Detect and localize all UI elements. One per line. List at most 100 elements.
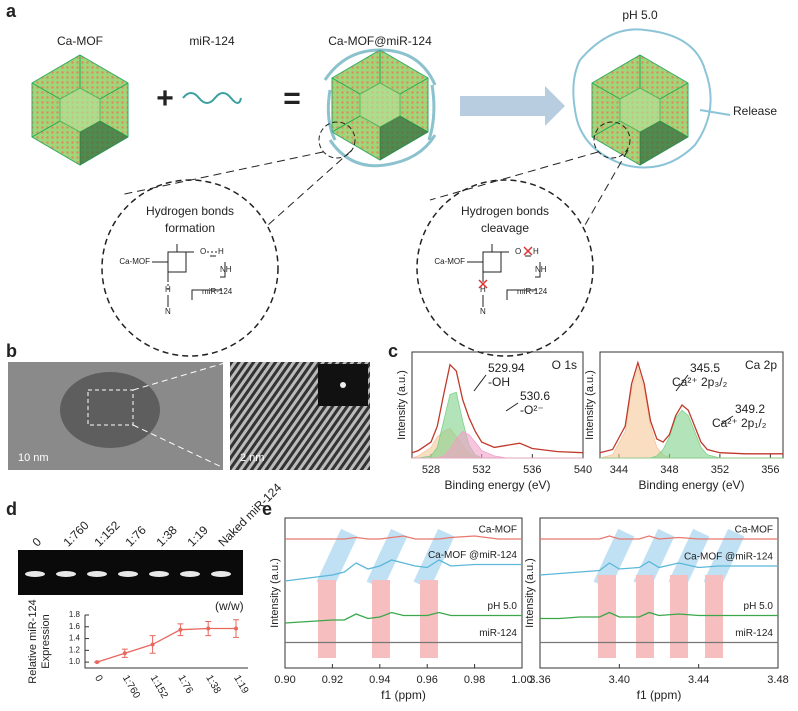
y-axis-label: Intensity (a.u.) bbox=[524, 558, 536, 628]
series-line bbox=[412, 431, 583, 459]
chem: O bbox=[515, 247, 521, 256]
y-tick-label: 1.0 bbox=[69, 657, 81, 666]
y-axis-label: Intensity (a.u.) bbox=[396, 370, 408, 440]
lane-label: 1:38 bbox=[153, 523, 180, 550]
chem: N bbox=[480, 307, 486, 316]
h-bond bbox=[167, 251, 217, 290]
bond bbox=[152, 244, 226, 307]
panel-label: a bbox=[6, 1, 17, 21]
panel-label: c bbox=[388, 341, 398, 361]
fft-spot bbox=[340, 382, 346, 388]
gel-band bbox=[149, 571, 169, 577]
label: Ca-MOF@miR-124 bbox=[328, 34, 432, 48]
x-tick-label: 1:38 bbox=[203, 673, 222, 696]
annotation: -OH bbox=[488, 375, 510, 389]
x-tick-label: 344 bbox=[610, 464, 628, 476]
label: Release bbox=[733, 104, 777, 118]
circle-title: Hydrogen bonds bbox=[461, 204, 549, 218]
gel-band bbox=[56, 571, 76, 577]
panel-label: b bbox=[6, 341, 17, 361]
series-line bbox=[540, 535, 778, 540]
lane-label: 1:76 bbox=[122, 523, 149, 550]
x-tick-label: 0.90 bbox=[274, 674, 295, 686]
circle-title: formation bbox=[165, 221, 215, 235]
highlight-bands bbox=[316, 528, 745, 658]
series-line bbox=[411, 363, 584, 454]
released-particle bbox=[591, 54, 689, 166]
x-axis-label: f1 (ppm) bbox=[381, 688, 426, 702]
x-tick-label: 1.00 bbox=[511, 674, 532, 686]
x-tick-label: 0.92 bbox=[322, 674, 343, 686]
annotation: 349.2 bbox=[735, 402, 765, 416]
annotation: 529.94 bbox=[488, 361, 525, 375]
series-label: Ca-MOF bbox=[479, 525, 517, 536]
x-tick-label: 1:19 bbox=[231, 673, 250, 696]
series-line bbox=[540, 611, 778, 620]
gel-band bbox=[25, 571, 45, 577]
point bbox=[234, 626, 238, 631]
series-line bbox=[285, 535, 522, 540]
x-axis-label: Binding energy (eV) bbox=[444, 478, 550, 492]
point bbox=[178, 627, 183, 632]
gel-band bbox=[118, 571, 138, 577]
detail-circle bbox=[101, 179, 279, 357]
arrow bbox=[460, 86, 565, 126]
y-axis-label: Intensity (a.u.) bbox=[269, 558, 281, 628]
x-tick-label: 348 bbox=[660, 464, 678, 476]
plot-frame bbox=[284, 517, 523, 669]
chem: N bbox=[165, 307, 171, 316]
chem: Ca-MOF bbox=[434, 257, 465, 266]
y-tick-label: 1.4 bbox=[69, 634, 81, 643]
mof-particle bbox=[31, 54, 129, 166]
series-label: pH 5.0 bbox=[488, 601, 518, 612]
annotation-arrow bbox=[473, 374, 487, 392]
scale-label: 10 nm bbox=[18, 452, 49, 464]
x-tick-label: 0 bbox=[92, 673, 105, 684]
panel-label: e bbox=[262, 499, 272, 519]
chem: NH bbox=[535, 265, 547, 274]
label: Ca-MOF bbox=[57, 34, 103, 48]
gel-band bbox=[211, 571, 231, 577]
lane-label: 1:19 bbox=[184, 523, 211, 550]
zoom bbox=[318, 121, 356, 159]
scale-label: 2 nm bbox=[240, 452, 264, 464]
y-axis-label: Intensity (a.u.) bbox=[584, 370, 596, 440]
x-tick-label: 532 bbox=[472, 464, 490, 476]
x-tick-label: 3.48 bbox=[767, 674, 788, 686]
plus: + bbox=[156, 82, 174, 115]
y-tick-label: 1.6 bbox=[69, 622, 81, 631]
gel-band bbox=[87, 571, 107, 577]
x-axis-label: Binding energy (eV) bbox=[638, 478, 744, 492]
x-tick-label: 1:152 bbox=[148, 673, 170, 701]
ratio-label: (w/w) bbox=[215, 599, 244, 613]
chem: H bbox=[480, 285, 486, 294]
complex-particle bbox=[331, 49, 429, 161]
series-label: miR-124 bbox=[735, 628, 773, 639]
x-axis-label: f1 (ppm) bbox=[637, 688, 682, 702]
annotation: 530.6 bbox=[520, 389, 550, 403]
x-tick-label: 1:76 bbox=[176, 673, 195, 696]
annotation: 345.5 bbox=[690, 361, 720, 375]
series-line bbox=[599, 360, 783, 455]
chem: H bbox=[533, 247, 539, 256]
series-label: Ca-MOF bbox=[735, 525, 773, 536]
lane-label: 0 bbox=[29, 535, 44, 550]
spectrum-label: O 1s bbox=[552, 358, 577, 372]
point bbox=[150, 642, 155, 647]
x-tick-label: 0.96 bbox=[416, 674, 437, 686]
series-line bbox=[284, 559, 522, 582]
y-tick-label: 1.8 bbox=[69, 610, 81, 619]
annotation-arrow bbox=[720, 415, 734, 425]
panel-label: d bbox=[6, 499, 17, 519]
x-tick-label: 540 bbox=[574, 464, 592, 476]
point bbox=[206, 626, 211, 631]
series-line bbox=[600, 409, 783, 459]
x-tick-label: 0.94 bbox=[369, 674, 390, 686]
chem: miR-124 bbox=[202, 287, 233, 296]
chem: NH bbox=[220, 265, 232, 274]
x-tick-label: 3.44 bbox=[688, 674, 709, 686]
coating bbox=[323, 48, 437, 168]
chem: miR-124 bbox=[517, 287, 548, 296]
